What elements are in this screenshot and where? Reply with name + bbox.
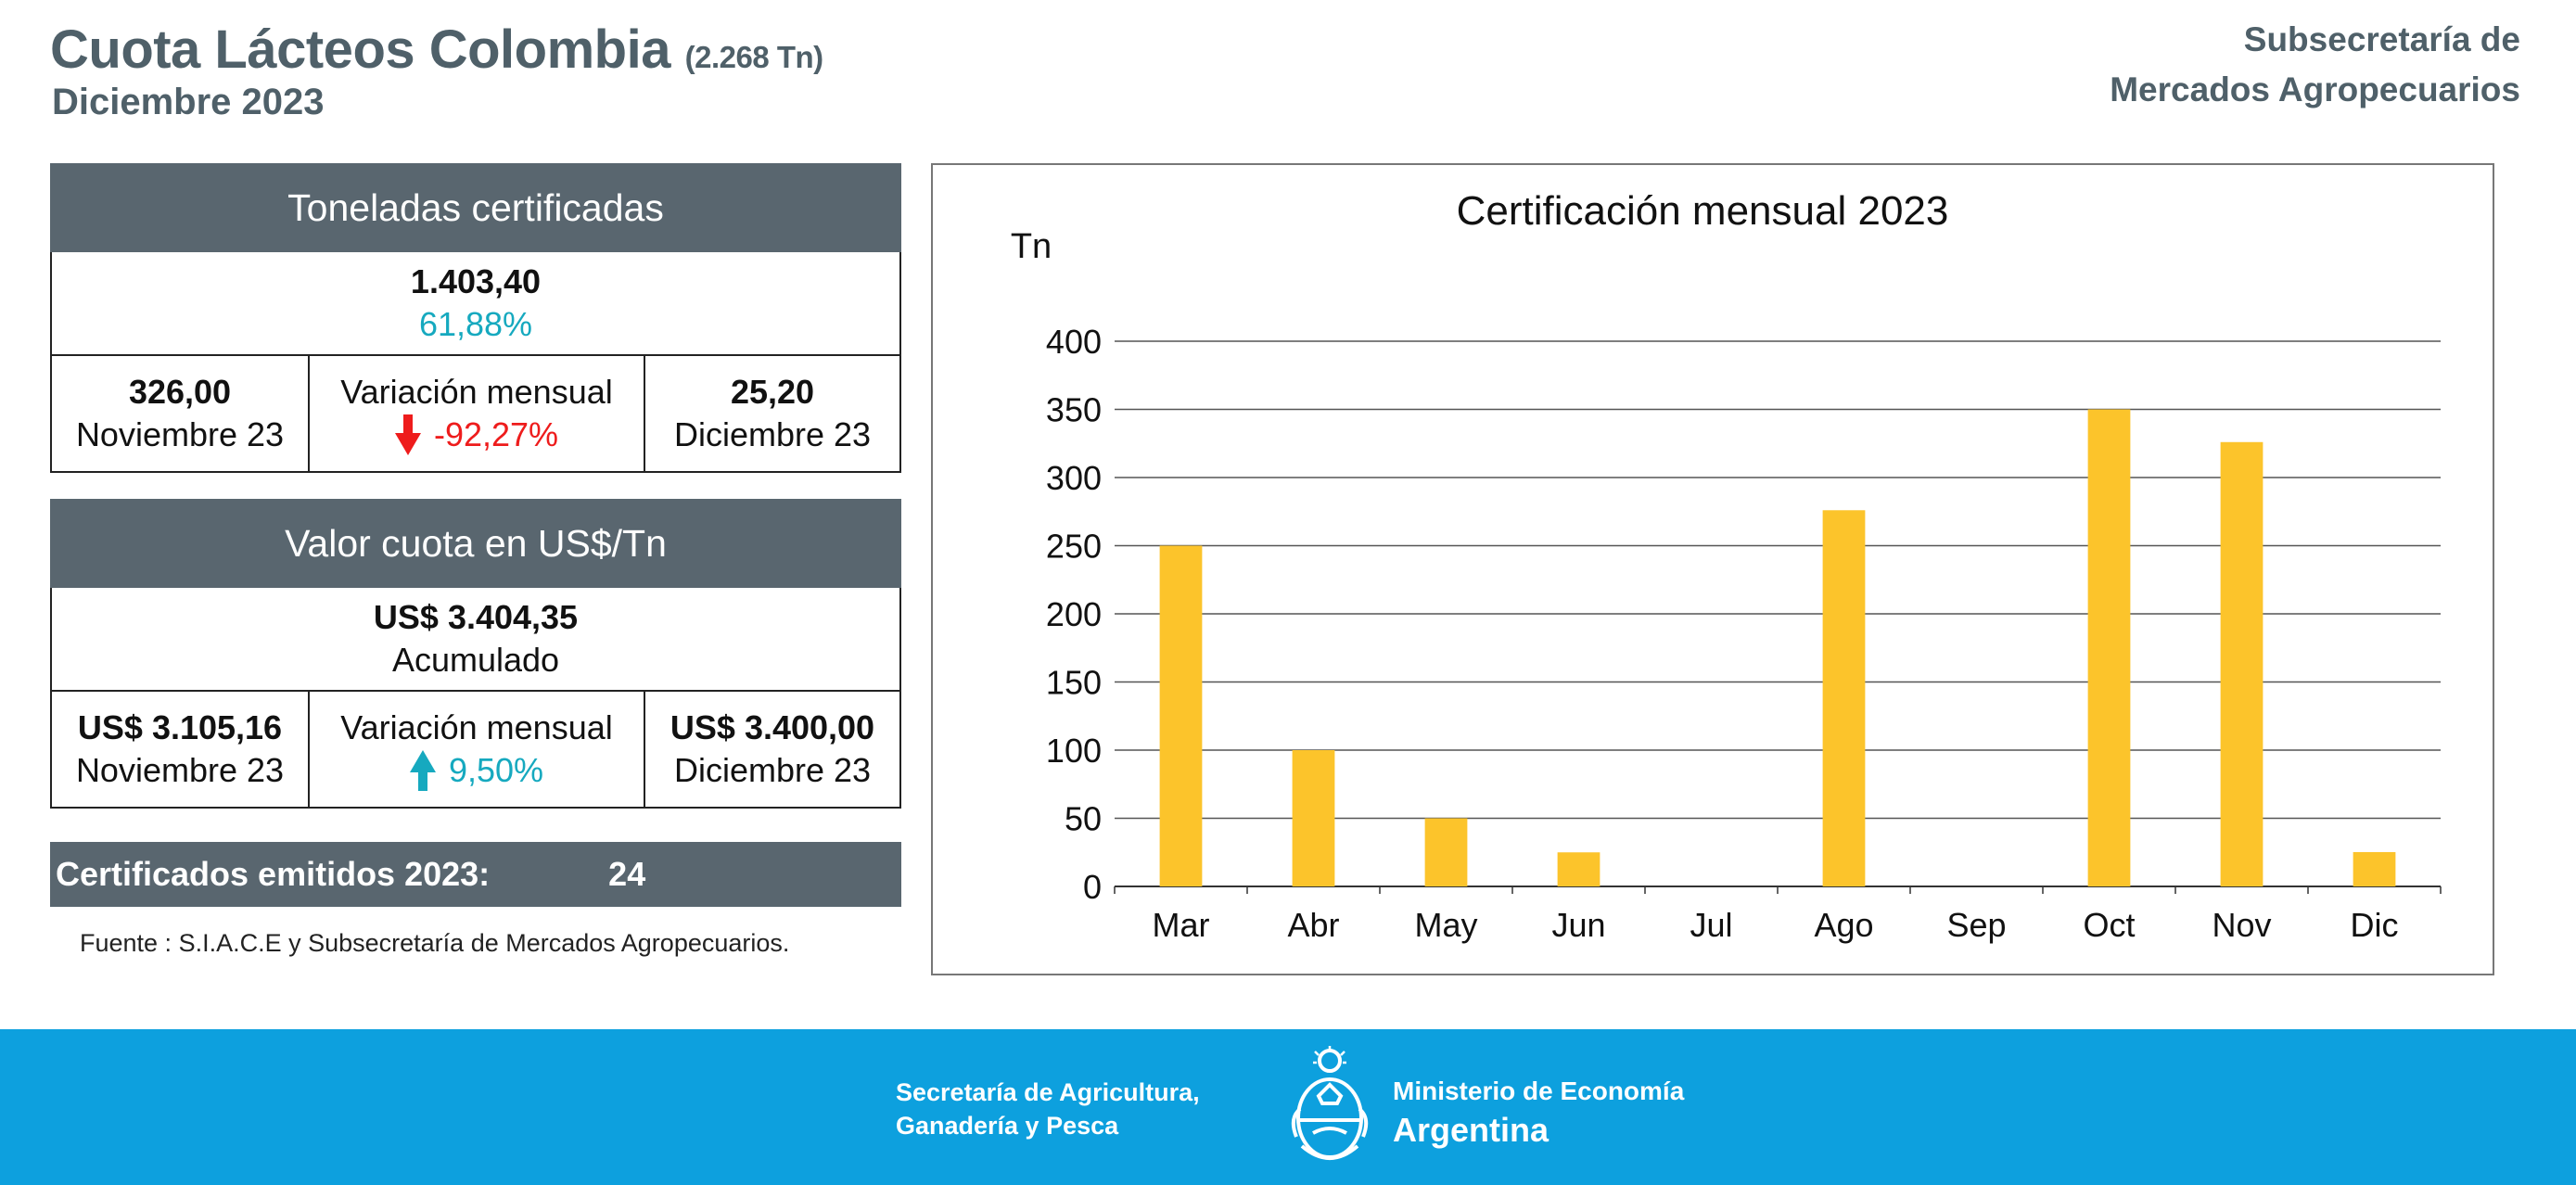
source-note: Fuente : S.I.A.C.E y Subsecretaría de Me… bbox=[80, 929, 790, 957]
chart-x-tick-label: Abr bbox=[1287, 906, 1339, 944]
chart-bar-dic bbox=[2353, 851, 2396, 886]
chart-x-tick-label: May bbox=[1414, 906, 1477, 944]
valor-total-label: Acumulado bbox=[391, 641, 560, 679]
valor-panel: Valor cuota en US$/Tn US$ 3.404,35 Acumu… bbox=[50, 499, 901, 809]
toneladas-curr-value: 25,20 bbox=[730, 373, 815, 411]
footer-left-line-2: Ganadería y Pesca bbox=[896, 1112, 1119, 1140]
valor-total: US$ 3.404,35 bbox=[373, 598, 579, 636]
chart-title: Certificación mensual 2023 bbox=[1457, 188, 1949, 234]
chart-y-tick-label: 400 bbox=[1046, 323, 1102, 361]
chart-bar-oct bbox=[2087, 409, 2131, 886]
toneladas-curr-cell: 25,20 Diciembre 23 bbox=[645, 356, 899, 471]
chart-x-tick-label: Jul bbox=[1690, 906, 1732, 944]
chart-x-tick-label: Oct bbox=[2083, 906, 2135, 944]
valor-prev-value: US$ 3.105,16 bbox=[77, 708, 283, 746]
chart-y-axis-label: Tn bbox=[1011, 227, 1052, 266]
chart-y-tick-label: 300 bbox=[1046, 459, 1102, 497]
toneladas-comparison-row: 326,00 Noviembre 23 Variación mensual -9… bbox=[50, 356, 901, 473]
valor-prev-label: Noviembre 23 bbox=[75, 751, 285, 789]
org-line-2: Mercados Agropecuarios bbox=[2110, 70, 2520, 108]
footer-band: Secretaría de Agricultura, Ganadería y P… bbox=[0, 1029, 2576, 1185]
chart-y-tick-label: 250 bbox=[1046, 528, 1102, 566]
toneladas-prev-value: 326,00 bbox=[128, 373, 232, 411]
chart-bar-ago bbox=[1822, 510, 1866, 886]
toneladas-heading: Toneladas certificadas bbox=[50, 163, 901, 252]
toneladas-variation-label: Variación mensual bbox=[340, 373, 613, 411]
valor-curr-value: US$ 3.400,00 bbox=[670, 708, 875, 746]
valor-variation-label: Variación mensual bbox=[340, 708, 613, 746]
chart-x-tick-label: Nov bbox=[2212, 906, 2271, 944]
toneladas-percent: 61,88% bbox=[418, 305, 533, 343]
chart-y-tick-label: 200 bbox=[1046, 595, 1102, 633]
valor-variation-cell: Variación mensual 9,50% bbox=[310, 692, 645, 807]
page-title: Cuota Lácteos Colombia (2.268 Tn) bbox=[50, 19, 823, 81]
chart-x-tick-label: Mar bbox=[1153, 906, 1210, 944]
chart-y-tick-label: 100 bbox=[1046, 732, 1102, 770]
chart-x-tick-label: Sep bbox=[1946, 906, 2006, 944]
chart-x-tick-label: Dic bbox=[2351, 906, 2399, 944]
toneladas-prev-cell: 326,00 Noviembre 23 bbox=[52, 356, 310, 471]
certificados-bar: Certificados emitidos 2023: 24 bbox=[50, 842, 901, 907]
org-line-1: Subsecretaría de bbox=[2243, 20, 2520, 58]
footer-left-line-1: Secretaría de Agricultura, bbox=[896, 1078, 1200, 1106]
toneladas-panel: Toneladas certificadas 1.403,40 61,88% 3… bbox=[50, 163, 901, 473]
chart-bar-nov bbox=[2220, 441, 2264, 886]
chart-y-tick-label: 50 bbox=[1065, 800, 1102, 838]
chart-x-tick-label: Ago bbox=[1814, 906, 1873, 944]
title-note: (2.268 Tn) bbox=[684, 40, 824, 74]
footer-secretaria: Secretaría de Agricultura, Ganadería y P… bbox=[896, 1076, 1200, 1142]
footer-ministerio: Ministerio de Economía Argentina bbox=[1393, 1074, 1684, 1152]
arrow-up-icon bbox=[409, 750, 436, 791]
chart-bar-abr bbox=[1292, 750, 1335, 886]
chart-y-tick-label: 350 bbox=[1046, 391, 1102, 429]
valor-variation-value: 9,50% bbox=[448, 751, 544, 789]
footer-right-line-2: Argentina bbox=[1393, 1111, 1549, 1149]
certificados-label: Certificados emitidos 2023: bbox=[56, 855, 491, 893]
arrow-down-icon bbox=[394, 414, 421, 455]
certificados-count: 24 bbox=[608, 855, 646, 893]
chart-x-tick-label: Jun bbox=[1551, 906, 1605, 944]
chart-bar-may bbox=[1424, 818, 1468, 886]
monthly-chart: Certificación mensual 2023 Tn 0 50 100 150 2… bbox=[931, 163, 2494, 975]
valor-comparison-row: US$ 3.105,16 Noviembre 23 Variación mens… bbox=[50, 692, 901, 809]
valor-heading: Valor cuota en US$/Tn bbox=[50, 499, 901, 588]
toneladas-variation-value: -92,27% bbox=[433, 415, 559, 453]
chart-bar-mar bbox=[1159, 545, 1203, 886]
organization-name: Subsecretaría de Mercados Agropecuarios bbox=[2110, 15, 2520, 115]
toneladas-variation-cell: Variación mensual -92,27% bbox=[310, 356, 645, 471]
monthly-chart-svg: Certificación mensual 2023 Tn 0 50 100 150 2… bbox=[1011, 188, 2442, 944]
valor-curr-cell: US$ 3.400,00 Diciembre 23 bbox=[645, 692, 899, 807]
valor-prev-cell: US$ 3.105,16 Noviembre 23 bbox=[52, 692, 310, 807]
report-period: Diciembre 2023 bbox=[52, 82, 325, 122]
toneladas-variation-line: -92,27% bbox=[394, 414, 559, 456]
argentina-coat-of-arms-icon bbox=[1291, 1046, 1369, 1160]
chart-y-tick-label: 150 bbox=[1046, 664, 1102, 702]
chart-y-tick-label: 0 bbox=[1083, 868, 1102, 906]
valor-curr-label: Diciembre 23 bbox=[673, 751, 872, 789]
toneladas-total: 1.403,40 bbox=[410, 262, 542, 300]
toneladas-curr-label: Diciembre 23 bbox=[673, 415, 872, 453]
footer-right-line-1: Ministerio de Economía bbox=[1393, 1077, 1685, 1105]
valor-total-box: US$ 3.404,35 Acumulado bbox=[50, 588, 901, 692]
toneladas-prev-label: Noviembre 23 bbox=[75, 415, 285, 453]
chart-bar-jun bbox=[1557, 852, 1600, 886]
title-text: Cuota Lácteos Colombia bbox=[50, 19, 670, 80]
toneladas-total-box: 1.403,40 61,88% bbox=[50, 252, 901, 356]
valor-variation-line: 9,50% bbox=[409, 749, 544, 792]
